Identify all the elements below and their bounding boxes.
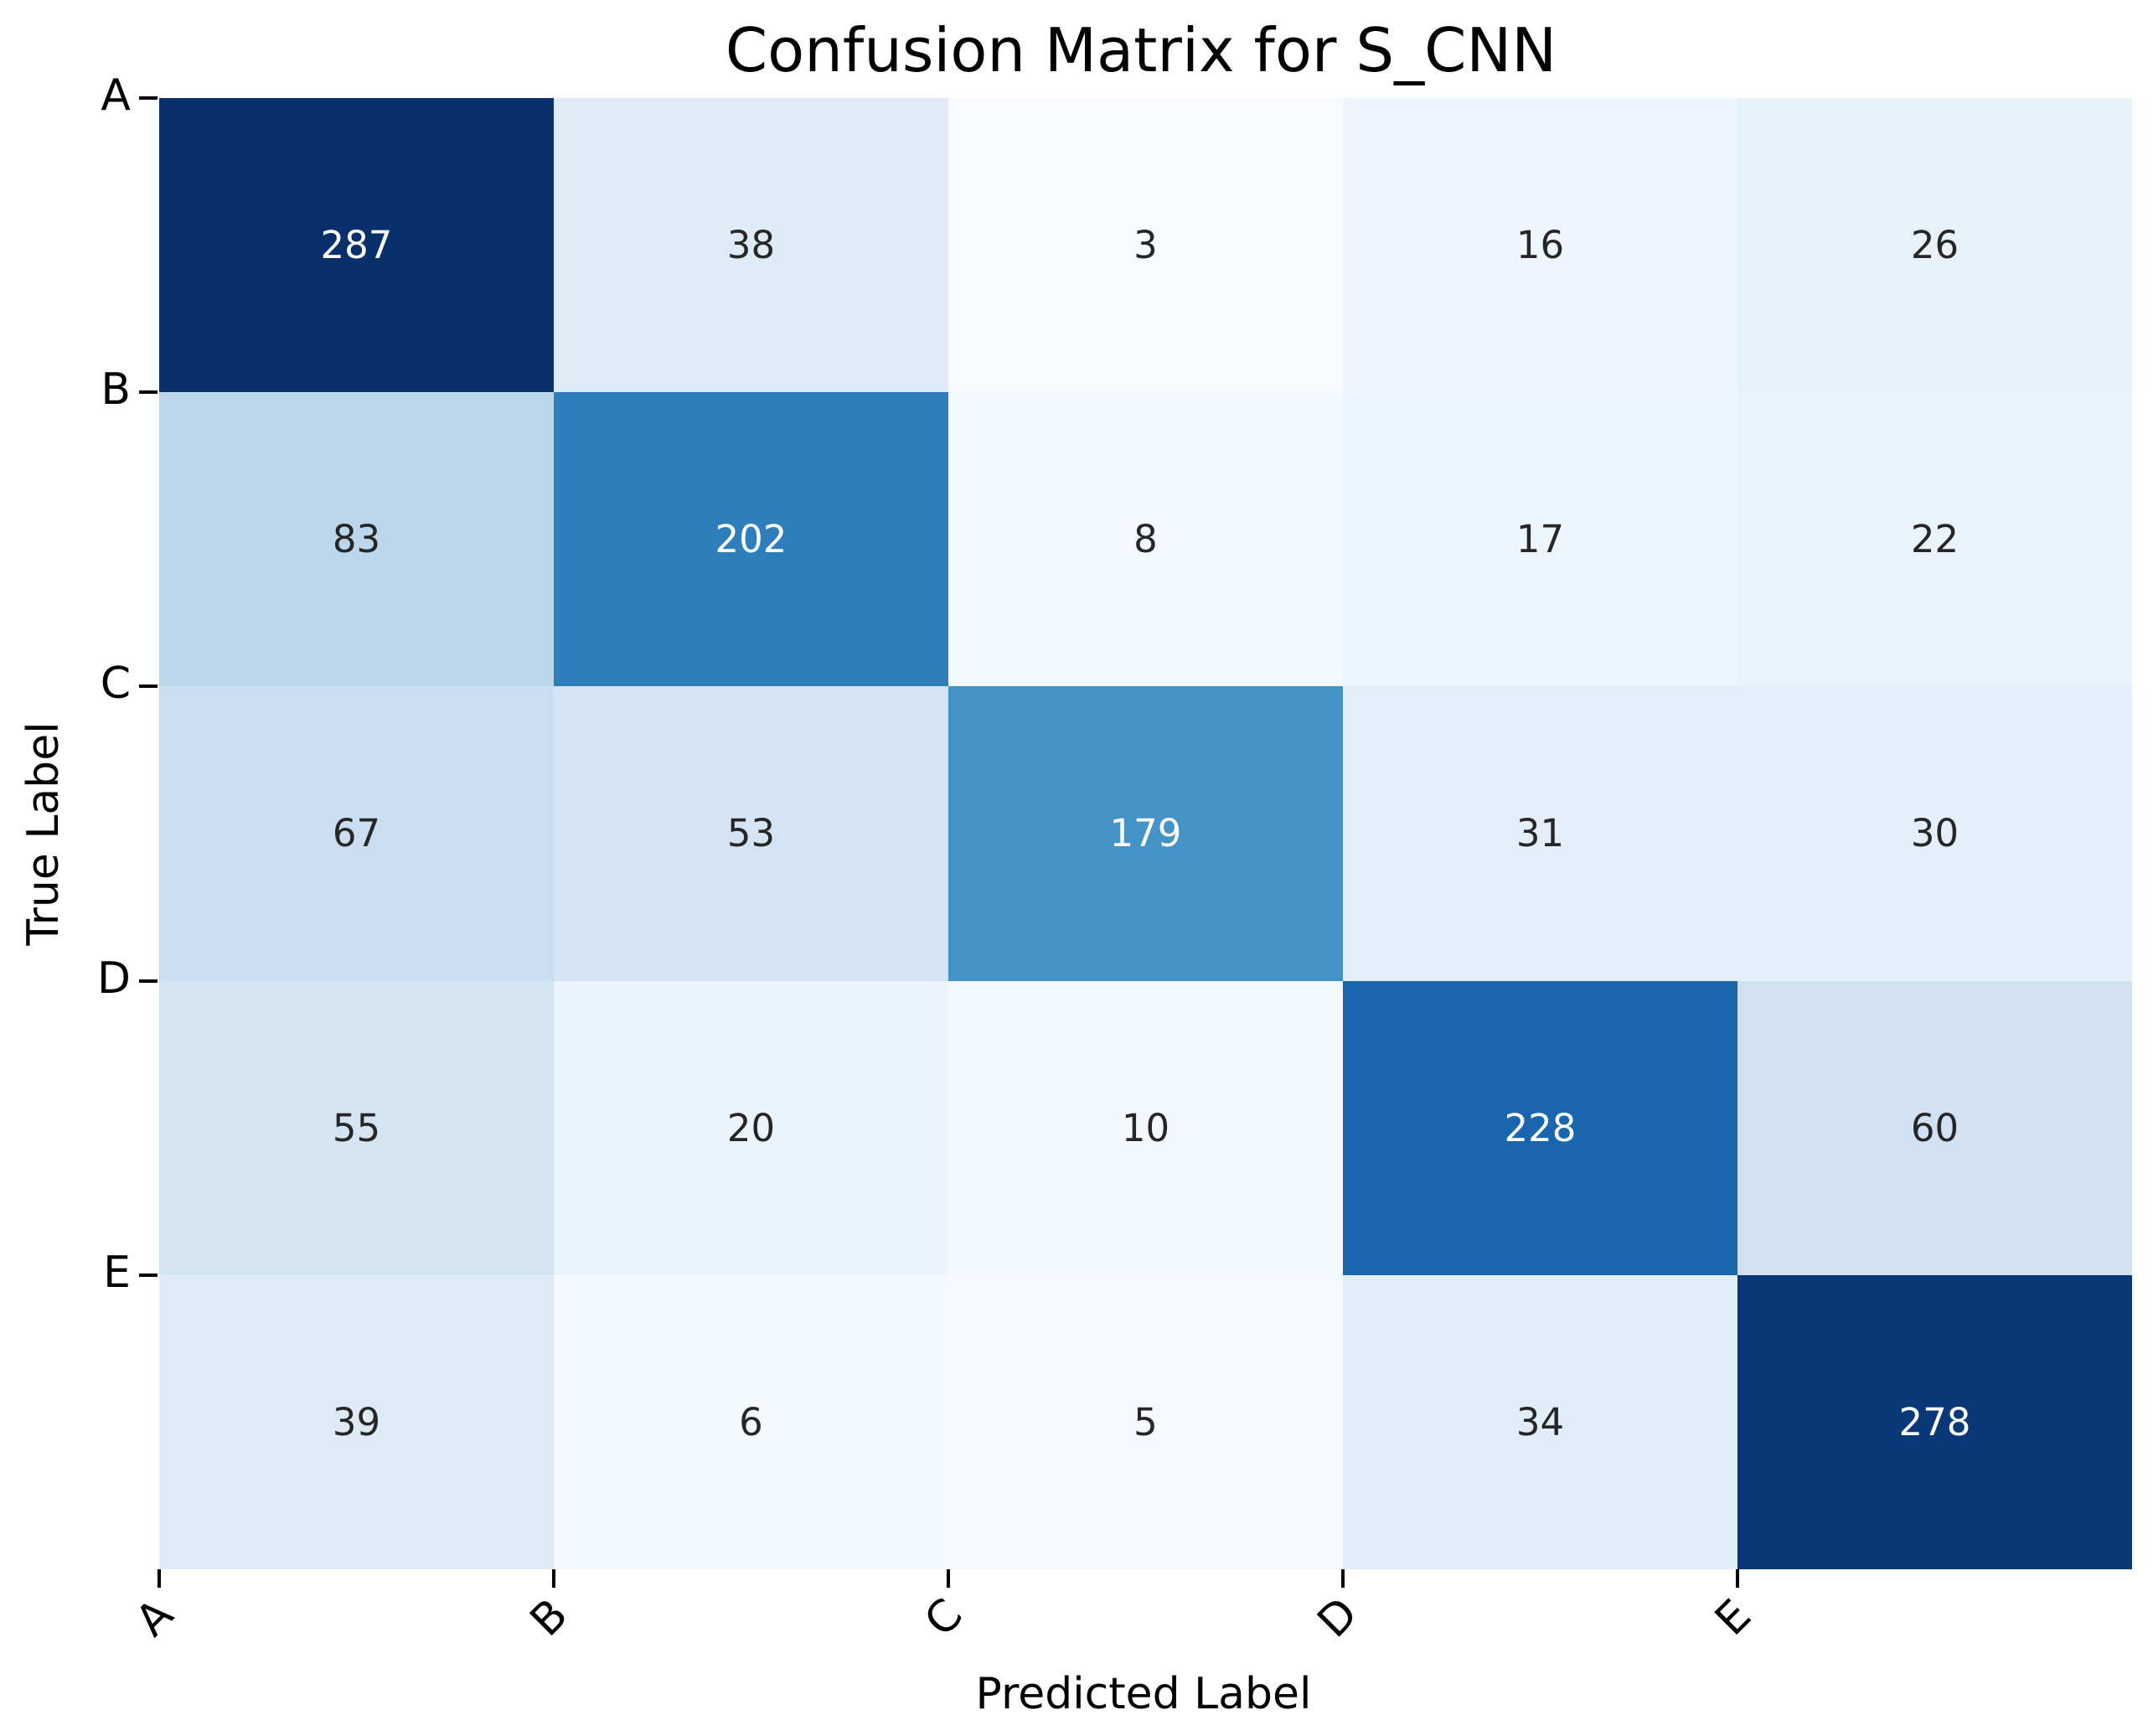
matrix-cell: 55 — [159, 980, 554, 1275]
matrix-cell: 8 — [948, 392, 1343, 687]
cell-value: 30 — [1910, 811, 1959, 856]
cell-value: 31 — [1515, 811, 1565, 856]
y-tick-label: B — [101, 364, 131, 416]
heatmap-plot: 287 38 3 16 26 83 202 8 17 22 67 53 179 31 30 55 20 10 228… — [159, 98, 2132, 1569]
matrix-cell: 60 — [1737, 980, 2132, 1275]
matrix-cell: 5 — [948, 1274, 1343, 1569]
cell-value: 83 — [332, 517, 381, 562]
cell-value: 287 — [320, 223, 393, 268]
matrix-cell: 26 — [1737, 98, 2132, 393]
y-tick-mark — [139, 1273, 157, 1277]
cell-value: 22 — [1910, 517, 1959, 562]
x-tick-label: E — [1706, 1590, 1761, 1646]
y-tick-label: A — [101, 70, 131, 121]
cell-value: 228 — [1504, 1105, 1577, 1150]
x-tick-label: B — [520, 1589, 578, 1646]
cell-value: 278 — [1898, 1399, 1971, 1444]
x-tick-label: C — [915, 1589, 973, 1647]
matrix-cell: 17 — [1343, 392, 1737, 687]
cell-value: 10 — [1121, 1105, 1170, 1150]
cell-value: 3 — [1133, 223, 1158, 268]
matrix-cell: 53 — [554, 686, 948, 981]
x-tick-label: A — [126, 1589, 183, 1646]
y-tick-label: E — [103, 1247, 131, 1298]
cell-value: 34 — [1515, 1399, 1565, 1444]
y-tick-mark — [139, 979, 157, 983]
x-tick-mark — [157, 1569, 161, 1588]
cell-value: 202 — [715, 517, 787, 562]
cell-value: 8 — [1133, 517, 1158, 562]
y-tick-label: C — [100, 659, 131, 710]
matrix-cell: 228 — [1343, 980, 1737, 1275]
cell-value: 67 — [332, 811, 381, 856]
matrix-cell: 16 — [1343, 98, 1737, 393]
x-tick-mark — [552, 1569, 555, 1588]
matrix-cell: 10 — [948, 980, 1343, 1275]
cell-value: 179 — [1109, 811, 1182, 856]
x-tick-mark — [947, 1569, 950, 1588]
matrix-cell: 179 — [948, 686, 1343, 981]
matrix-cell: 38 — [554, 98, 948, 393]
matrix-cell: 3 — [948, 98, 1343, 393]
x-tick-label: D — [1308, 1588, 1368, 1648]
matrix-cell: 83 — [159, 392, 554, 687]
matrix-cell: 39 — [159, 1274, 554, 1569]
matrix-cell: 202 — [554, 392, 948, 687]
matrix-cell: 6 — [554, 1274, 948, 1569]
cell-value: 6 — [739, 1399, 763, 1444]
matrix-cell: 31 — [1343, 686, 1737, 981]
chart-title: Confusion Matrix for S_CNN — [725, 15, 1557, 85]
y-axis-label: True Label — [18, 721, 69, 946]
y-tick-mark — [139, 390, 157, 395]
cell-value: 26 — [1910, 223, 1959, 268]
cell-value: 60 — [1910, 1105, 1959, 1150]
cell-value: 17 — [1515, 517, 1565, 562]
matrix-cell: 67 — [159, 686, 554, 981]
matrix-cell: 278 — [1737, 1274, 2132, 1569]
cell-value: 20 — [726, 1105, 776, 1150]
cell-value: 38 — [726, 223, 776, 268]
cell-value: 5 — [1133, 1399, 1158, 1444]
x-tick-mark — [1341, 1569, 1345, 1588]
cell-value: 39 — [332, 1399, 381, 1444]
x-tick-mark — [1736, 1569, 1739, 1588]
cell-value: 53 — [726, 811, 776, 856]
x-axis-label: Predicted Label — [975, 1669, 1312, 1719]
matrix-cell: 20 — [554, 980, 948, 1275]
matrix-cell: 34 — [1343, 1274, 1737, 1569]
matrix-cell: 287 — [159, 98, 554, 393]
y-tick-mark — [139, 685, 157, 689]
y-tick-label: D — [96, 953, 131, 1004]
cell-value: 55 — [332, 1105, 381, 1150]
cell-value: 16 — [1515, 223, 1565, 268]
matrix-cell: 30 — [1737, 686, 2132, 981]
matrix-cell: 22 — [1737, 392, 2132, 687]
y-tick-mark — [139, 96, 157, 100]
